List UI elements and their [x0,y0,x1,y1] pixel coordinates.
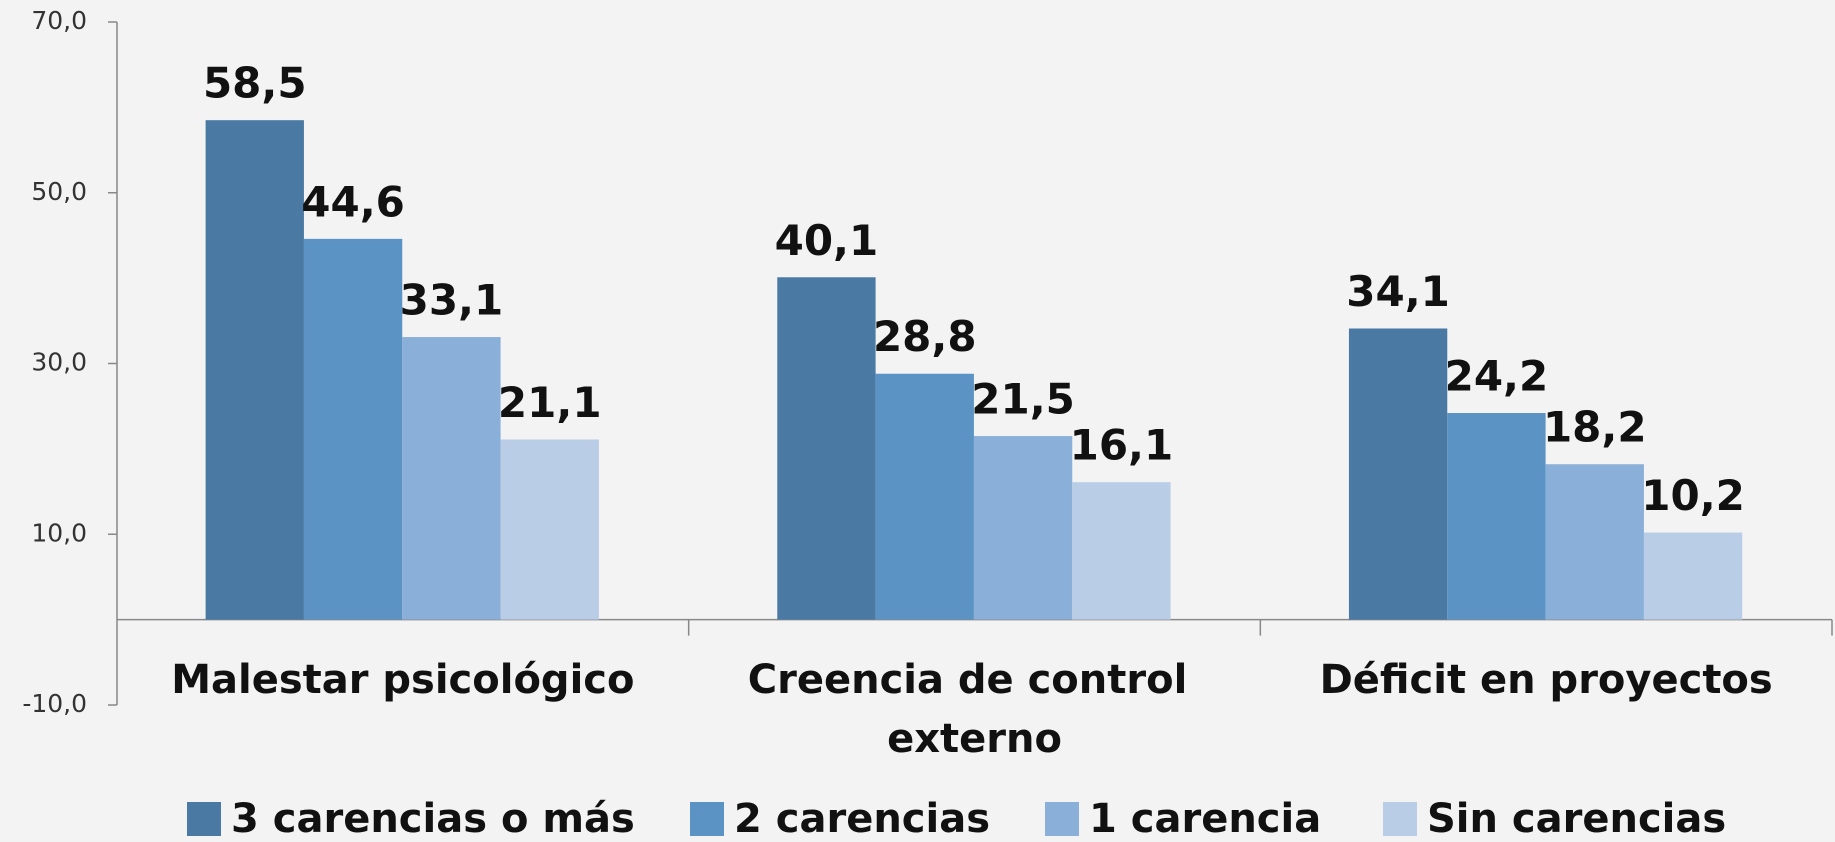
data-label: 58,5 [203,59,307,108]
legend-swatch [1383,802,1417,836]
y-tick-label: 10,0 [31,518,87,547]
legend-swatch [690,802,724,836]
x-tick-label: Creencia de control externo [748,657,1201,762]
bar [1348,328,1448,620]
data-label: 18,2 [1543,403,1647,452]
bar [402,337,501,620]
legend-label: 1 carencia [1089,796,1321,842]
x-tick-label: Déficit en proyectos [1320,657,1773,703]
bar [500,439,599,620]
y-tick-label: 30,0 [31,348,87,377]
data-label: 24,2 [1445,352,1549,401]
bar [205,120,304,620]
bar [1447,413,1546,620]
bar [1072,482,1171,620]
data-label: 10,2 [1641,471,1745,520]
y-tick-label: -10,0 [22,689,87,718]
data-label: 28,8 [873,312,977,361]
bar [303,238,403,620]
x-tick-label: Malestar psicológico [171,657,634,703]
x-tick-line: externo [887,716,1062,762]
data-label: 44,6 [301,177,405,226]
legend-swatch [1045,802,1079,836]
data-label: 34,1 [1346,267,1450,316]
y-tick-label: 70,0 [31,6,87,35]
x-tick-line: Creencia de control [748,657,1201,703]
data-label: 21,5 [971,375,1075,424]
legend-label: Sin carencias [1427,796,1726,842]
bar [1545,464,1644,620]
bar [777,277,876,620]
bar [875,373,974,620]
data-label: 33,1 [400,276,504,325]
bar [1643,532,1743,620]
data-label: 21,1 [498,378,602,427]
y-tick-label: 50,0 [31,177,87,206]
data-label: 16,1 [1070,421,1174,470]
data-label: 40,1 [775,216,879,265]
legend-label: 3 carencias o más [231,796,635,842]
legend-swatch [187,802,221,836]
legend-label: 2 carencias [734,796,990,842]
bar [973,436,1073,620]
